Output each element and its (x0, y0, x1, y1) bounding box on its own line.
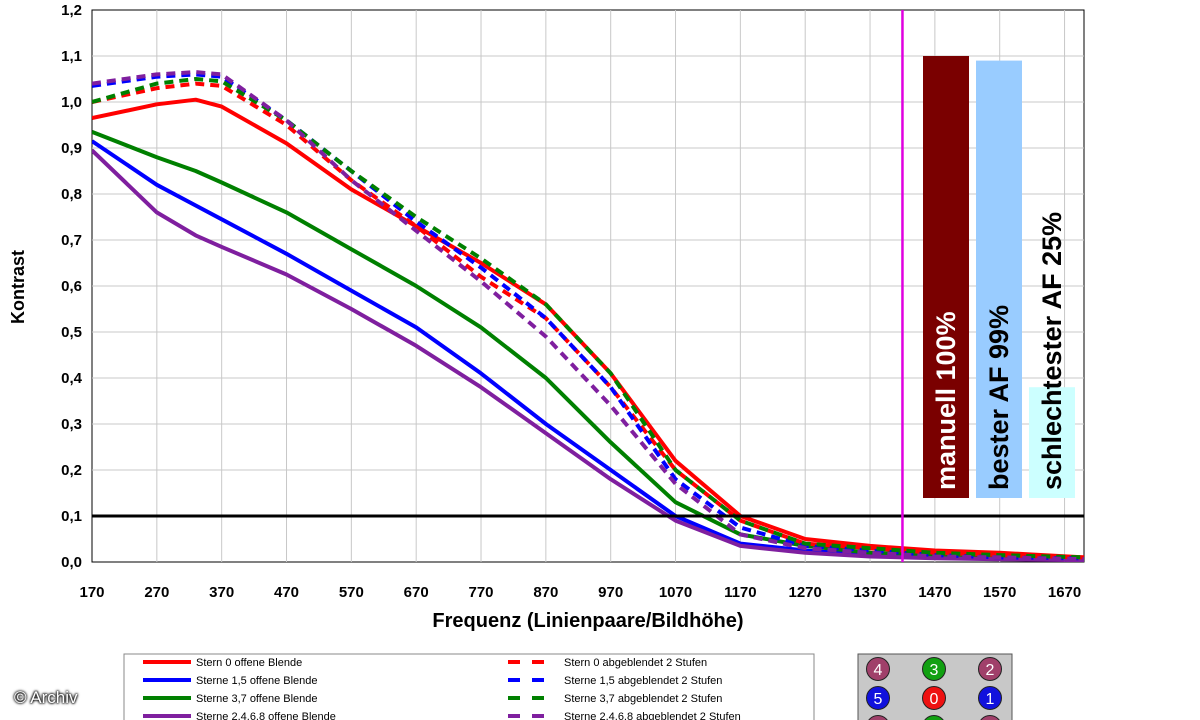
legend-entry: Sterne 1,5 abgeblendet 2 Stufen (564, 675, 722, 687)
star-badge (978, 686, 1002, 710)
star-badge-label: 3 (930, 662, 939, 679)
star-position-key: 432501678 (857, 653, 1013, 720)
x-tick-label: 470 (274, 584, 299, 601)
star-badge-label: 1 (986, 691, 995, 708)
focus-bars: manuell 100% bester AF 99% schlechtester A… (923, 56, 1075, 498)
legend-entry: Sterne 1,5 offene Blende (196, 675, 318, 687)
star-badge (980, 715, 1000, 720)
x-tick-label: 270 (144, 584, 169, 601)
x-tick-label: 1070 (659, 584, 692, 601)
legend-entry: Sterne 2,4,6,8 offene Blende (196, 711, 336, 720)
x-tick-label: 1670 (1048, 584, 1081, 601)
star-badge (866, 686, 890, 710)
star-badge (868, 715, 888, 720)
x-tick-label: 1170 (724, 584, 757, 601)
copyright-credit: © Archiv (14, 688, 78, 707)
y-tick-label: 0,7 (61, 232, 82, 249)
grid-lines (92, 10, 1084, 562)
star-badge (922, 657, 946, 681)
x-tick-label: 1270 (789, 584, 822, 601)
y-tick-label: 1,2 (61, 2, 82, 19)
legend-entry: Stern 0 abgeblendet 2 Stufen (564, 657, 707, 669)
legend-entry: Sterne 3,7 abgeblendet 2 Stufen (564, 693, 722, 705)
focus-bar-label: bester AF 99% (984, 305, 1014, 490)
x-tick-label: 870 (533, 584, 558, 601)
star-badge (978, 657, 1002, 681)
star-badge-label: 4 (874, 662, 883, 679)
x-tick-label: 1370 (853, 584, 886, 601)
focus-bar (1029, 387, 1075, 498)
star-badge (924, 715, 944, 720)
x-tick-label: 770 (469, 584, 494, 601)
focus-bar (976, 60, 1022, 498)
x-tick-label: 170 (79, 584, 104, 601)
legend-entry: Sterne 2,4,6,8 abgeblendet 2 Stufen (564, 711, 741, 720)
reference-lines (92, 10, 1084, 562)
legend: Stern 0 offene Blende Sterne 1,5 offene B… (123, 653, 815, 720)
x-tick-label: 970 (598, 584, 623, 601)
series-line (92, 77, 1084, 560)
y-tick-label: 1,1 (61, 48, 82, 65)
series-line (92, 70, 1084, 562)
y-tick-label: 0,4 (61, 370, 83, 387)
y-axis-label: Kontrast (8, 250, 28, 324)
series-lines (92, 70, 1084, 562)
focus-bar (923, 56, 969, 498)
x-tick-label: 1470 (918, 584, 951, 601)
focus-bar-label: manuell 100% (931, 311, 961, 490)
legend-entry: Sterne 3,7 offene Blende (196, 693, 318, 705)
x-tick-label: 370 (209, 584, 234, 601)
focus-bar-label: schlechtester AF 25% (1037, 212, 1067, 490)
y-tick-label: 0,1 (61, 508, 82, 525)
y-tick-label: 0,6 (61, 278, 82, 295)
y-tick-label: 1,0 (61, 94, 82, 111)
x-tick-label: 570 (339, 584, 364, 601)
legend-box (123, 653, 815, 720)
axis-ticks: 170 270 370 470 570 670 770 870 970 1070 1170 1270 1… (61, 2, 1081, 601)
y-tick-label: 0,3 (61, 416, 82, 433)
y-tick-label: 0,0 (61, 554, 82, 571)
star-badge-label: 5 (874, 691, 883, 708)
y-tick-label: 0,8 (61, 186, 82, 203)
star-badge-label: 2 (986, 662, 995, 679)
star-badge (922, 686, 946, 710)
star-badge-label: 0 (930, 691, 939, 708)
x-axis-label: Frequenz (Linienpaare/Bildhöhe) (432, 610, 743, 632)
star-badge (866, 657, 890, 681)
x-tick-label: 670 (404, 584, 429, 601)
y-tick-label: 0,2 (61, 462, 82, 479)
y-tick-label: 0,5 (61, 324, 82, 341)
x-tick-label: 1570 (983, 584, 1016, 601)
series-line (92, 148, 1084, 562)
legend-entry: Stern 0 offene Blende (196, 657, 302, 669)
y-tick-label: 0,9 (61, 140, 82, 157)
